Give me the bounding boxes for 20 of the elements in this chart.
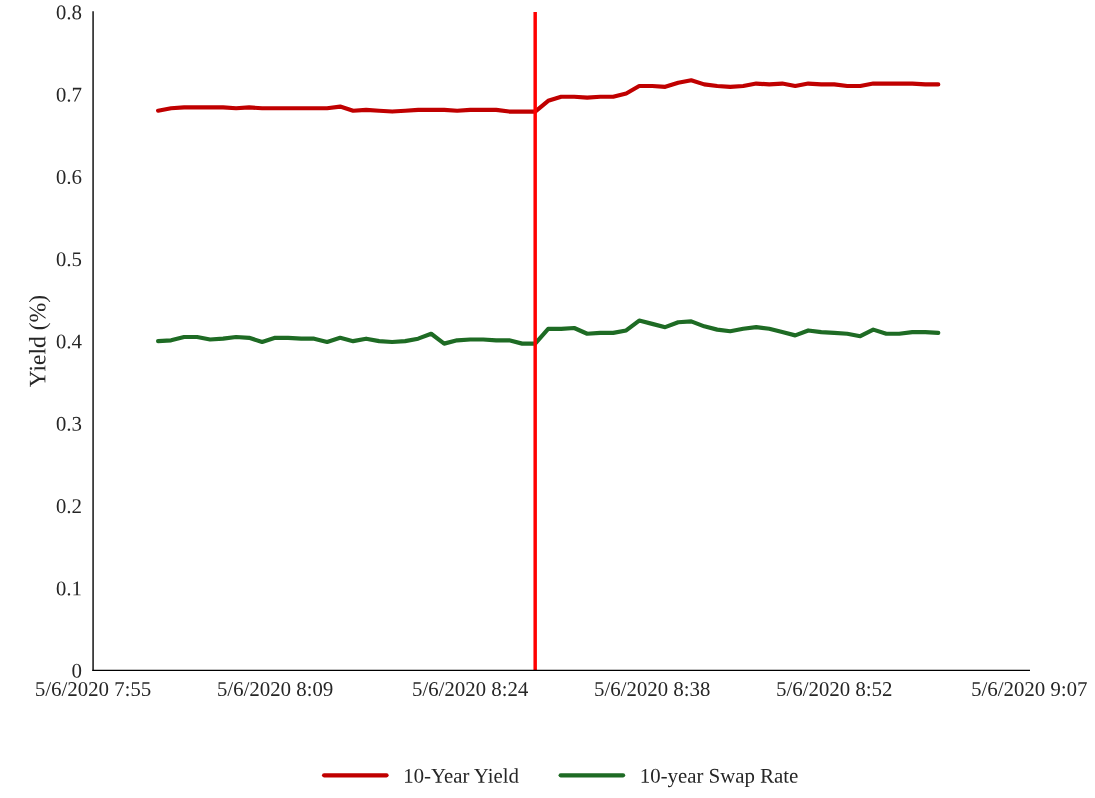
y-tick-label: 0.6	[56, 169, 82, 185]
y-tick-label: 0.2	[56, 499, 81, 514]
x-tick-label: 5/6/2020 7:55	[36, 682, 151, 697]
y-tick-label: 0.1	[56, 581, 81, 596]
legend-label: 10-year Swap Rate	[641, 768, 798, 788]
y-tick-label: 0.7	[56, 87, 82, 102]
x-tick-label: 5/6/2020 8:24	[413, 682, 528, 697]
y-tick-label: 0.4	[56, 334, 82, 349]
line-series	[156, 78, 941, 114]
x-tick-label: 5/6/2020 8:09	[218, 682, 333, 697]
y-tick-label: 0.5	[56, 252, 82, 267]
x-tick-label: 5/6/2020 8:52	[777, 682, 892, 697]
y-tick-label: 0.3	[56, 416, 82, 431]
y-tick-label: 0	[72, 663, 82, 678]
x-tick-label: 5/6/2020 8:38	[595, 682, 710, 697]
y-tick-label: 0.8	[56, 5, 82, 20]
legend-label: 10-Year Yield	[405, 768, 519, 783]
y-axis-title: Yield (%)	[28, 295, 51, 388]
x-tick-label: 5/6/2020 9:07	[972, 682, 1087, 697]
line-series	[156, 318, 941, 346]
